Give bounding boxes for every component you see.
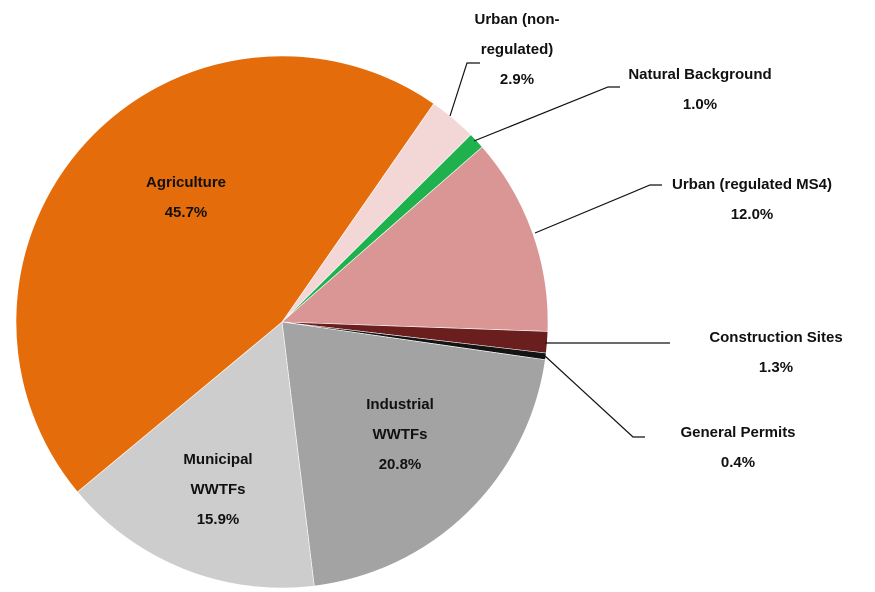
slice-label: Urban (regulated MS4) 12.0%	[665, 170, 840, 230]
slice-label: Industrial WWTFs 20.8%	[345, 390, 455, 480]
value-label: 45.7%	[164, 204, 208, 221]
slice-label: Agriculture 45.7%	[121, 168, 251, 228]
slice-label: Natural Background 1.0%	[590, 60, 810, 120]
value-label: 2.9%	[499, 71, 535, 88]
category-label: Natural Background	[628, 66, 772, 83]
category-label: General Permits	[680, 424, 796, 441]
value-label: 1.3%	[758, 359, 794, 376]
value-label: 15.9%	[196, 511, 240, 528]
slice-label: General Permits 0.4%	[628, 418, 848, 478]
pie-slice	[15, 55, 435, 493]
leader-line	[473, 86, 620, 142]
category-label: Construction Sites	[709, 329, 843, 346]
pie-slice	[281, 146, 549, 332]
category-label: Agriculture	[145, 174, 226, 191]
value-label: 0.4%	[720, 454, 756, 471]
leader-line	[544, 355, 645, 438]
slice-label: Urban (non-regulated) 2.9%	[462, 5, 572, 95]
slice-label: Municipal WWTFs 15.9%	[163, 445, 273, 535]
leader-line	[449, 62, 480, 117]
category-label: Urban (regulated MS4)	[671, 176, 833, 193]
slice-label: Construction Sites 1.3%	[666, 323, 875, 383]
leader-line	[534, 184, 662, 234]
value-label: 1.0%	[682, 96, 718, 113]
category-label: Industrial WWTFs	[366, 396, 434, 443]
value-label: 12.0%	[730, 206, 774, 223]
pie-slice	[281, 321, 546, 587]
value-label: 20.8%	[378, 456, 422, 473]
pie-slice	[76, 321, 315, 589]
category-label: Urban (non-regulated)	[474, 11, 560, 58]
category-label: Municipal WWTFs	[183, 451, 253, 498]
